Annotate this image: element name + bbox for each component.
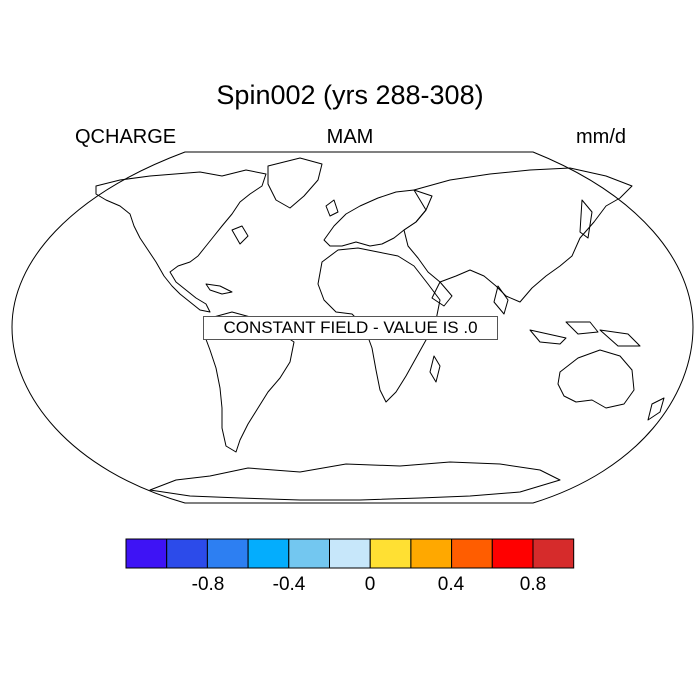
constant-field-box: CONSTANT FIELD - VALUE IS .0 (203, 316, 498, 340)
colorbar-swatch (410, 538, 453, 569)
colorbar-swatch (288, 538, 330, 569)
plot-title: Spin002 (yrs 288-308) (216, 80, 484, 110)
units-label: mm/d (576, 126, 626, 148)
colorbar-swatch (125, 538, 168, 569)
colorbar-swatch (206, 538, 249, 569)
colorbar-swatch (329, 538, 371, 569)
colorbar-swatch (451, 538, 493, 569)
colorbar-tick-label: 0.4 (437, 574, 465, 595)
season-label: MAM (326, 126, 374, 148)
colorbar-swatch (166, 538, 208, 569)
colorbar-swatch (532, 538, 575, 569)
colorbar-tick-label: 0 (364, 574, 376, 595)
variable-label: QCHARGE (75, 126, 177, 148)
colorbar-swatch (247, 538, 290, 569)
map-border (11, 151, 694, 504)
colorbar-tick-label: 0.8 (519, 574, 547, 595)
colorbar-tick-label: -0.4 (272, 574, 306, 595)
colorbar-swatch (491, 538, 534, 569)
colorbar-swatch (369, 538, 412, 569)
colorbar-tick-label: -0.8 (191, 574, 225, 595)
